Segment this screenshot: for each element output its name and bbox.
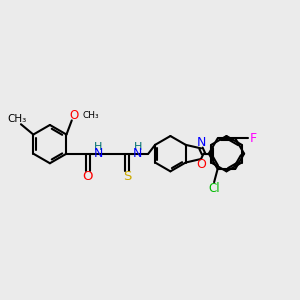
Text: CH₃: CH₃ xyxy=(83,111,99,120)
Text: CH₃: CH₃ xyxy=(8,114,27,124)
Text: H: H xyxy=(94,142,103,152)
Text: O: O xyxy=(196,158,206,171)
Text: O: O xyxy=(82,169,93,183)
Text: S: S xyxy=(123,169,131,183)
Text: N: N xyxy=(133,147,142,160)
Text: O: O xyxy=(70,109,79,122)
Text: N: N xyxy=(94,147,103,160)
Text: H: H xyxy=(134,142,142,152)
Text: Cl: Cl xyxy=(208,182,220,195)
Text: F: F xyxy=(250,132,257,145)
Text: N: N xyxy=(196,136,206,149)
